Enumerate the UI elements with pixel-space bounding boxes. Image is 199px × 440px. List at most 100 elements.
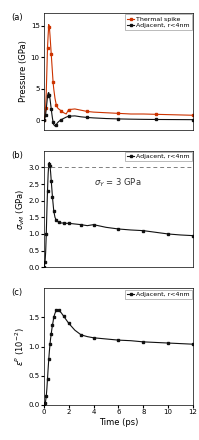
Adjacent, r<4nm — [56, 307, 59, 312]
Adjacent, r<4nm — [58, 308, 60, 313]
Adjacent, r<4nm — [142, 339, 144, 345]
Adjacent, r<4nm — [142, 228, 144, 233]
Adjacent, r<4nm — [51, 111, 53, 117]
Thermal spike — [179, 112, 182, 117]
Thermal spike — [51, 61, 53, 66]
Adjacent, r<4nm — [130, 338, 132, 343]
Adjacent, r<4nm — [51, 187, 53, 192]
Legend: Thermal spike, Adjacent, r<4nm: Thermal spike, Adjacent, r<4nm — [125, 15, 192, 30]
Adjacent, r<4nm — [51, 195, 54, 200]
Thermal spike — [46, 45, 49, 51]
Adjacent, r<4nm — [51, 326, 53, 332]
Thermal spike — [56, 105, 59, 110]
Line: Adjacent, r<4nm: Adjacent, r<4nm — [42, 308, 194, 406]
Adjacent, r<4nm — [53, 208, 55, 213]
Thermal spike — [54, 95, 56, 101]
Adjacent, r<4nm — [50, 106, 53, 112]
Text: $\sigma_Y$ = 3 GPa: $\sigma_Y$ = 3 GPa — [94, 177, 141, 189]
Adjacent, r<4nm — [44, 112, 47, 117]
Thermal spike — [154, 112, 157, 117]
Adjacent, r<4nm — [52, 319, 54, 324]
Thermal spike — [43, 116, 46, 121]
Adjacent, r<4nm — [80, 222, 82, 227]
Thermal spike — [53, 86, 55, 92]
Adjacent, r<4nm — [46, 208, 48, 213]
Adjacent, r<4nm — [44, 115, 46, 121]
Adjacent, r<4nm — [192, 233, 194, 238]
Y-axis label: Pressure (GPa): Pressure (GPa) — [19, 40, 28, 103]
Adjacent, r<4nm — [67, 221, 70, 226]
Adjacent, r<4nm — [58, 220, 60, 225]
Adjacent, r<4nm — [60, 117, 62, 122]
Thermal spike — [47, 33, 49, 38]
Adjacent, r<4nm — [92, 115, 95, 121]
Thermal spike — [55, 102, 58, 107]
Adjacent, r<4nm — [43, 117, 45, 123]
Adjacent, r<4nm — [54, 311, 56, 316]
Adjacent, r<4nm — [48, 357, 50, 362]
Thermal spike — [60, 108, 62, 114]
Thermal spike — [58, 106, 60, 112]
Adjacent, r<4nm — [117, 337, 120, 343]
Adjacent, r<4nm — [46, 188, 49, 193]
Thermal spike — [62, 110, 65, 115]
Adjacent, r<4nm — [43, 263, 46, 268]
Thermal spike — [142, 111, 144, 117]
Adjacent, r<4nm — [154, 117, 157, 122]
Adjacent, r<4nm — [43, 117, 46, 122]
Thermal spike — [167, 112, 169, 117]
Adjacent, r<4nm — [44, 249, 47, 255]
Thermal spike — [48, 22, 50, 27]
Adjacent, r<4nm — [154, 230, 157, 235]
Adjacent, r<4nm — [53, 122, 55, 127]
Adjacent, r<4nm — [49, 170, 52, 175]
Adjacent, r<4nm — [74, 327, 76, 333]
Adjacent, r<4nm — [167, 231, 169, 237]
Thermal spike — [45, 89, 47, 95]
Adjacent, r<4nm — [44, 260, 46, 265]
Y-axis label: $\sigma_{vM}$ (GPa): $\sigma_{vM}$ (GPa) — [15, 188, 27, 230]
Adjacent, r<4nm — [45, 393, 47, 399]
Adjacent, r<4nm — [67, 321, 70, 326]
Adjacent, r<4nm — [49, 336, 52, 341]
Adjacent, r<4nm — [51, 116, 54, 121]
Adjacent, r<4nm — [52, 202, 54, 207]
Thermal spike — [52, 80, 54, 85]
Adjacent, r<4nm — [53, 315, 55, 320]
Adjacent, r<4nm — [62, 116, 65, 121]
Adjacent, r<4nm — [54, 215, 56, 220]
Thermal spike — [130, 111, 132, 117]
Adjacent, r<4nm — [47, 366, 49, 371]
Adjacent, r<4nm — [130, 227, 132, 233]
Adjacent, r<4nm — [92, 222, 95, 227]
Adjacent, r<4nm — [46, 376, 49, 381]
Adjacent, r<4nm — [86, 223, 89, 228]
Thermal spike — [105, 110, 107, 115]
Thermal spike — [44, 105, 47, 110]
Adjacent, r<4nm — [62, 314, 65, 319]
Adjacent, r<4nm — [65, 114, 67, 120]
Adjacent, r<4nm — [58, 119, 60, 124]
Text: (b): (b) — [11, 151, 23, 160]
Adjacent, r<4nm — [117, 226, 120, 231]
Adjacent, r<4nm — [46, 94, 49, 99]
Adjacent, r<4nm — [44, 398, 47, 403]
Adjacent, r<4nm — [49, 163, 51, 169]
Adjacent, r<4nm — [56, 120, 59, 125]
Thermal spike — [49, 42, 52, 48]
Thermal spike — [50, 51, 53, 57]
Line: Thermal spike: Thermal spike — [42, 23, 194, 122]
Adjacent, r<4nm — [130, 117, 132, 122]
Adjacent, r<4nm — [86, 115, 89, 120]
Adjacent, r<4nm — [48, 161, 50, 167]
Adjacent, r<4nm — [49, 96, 51, 102]
Adjacent, r<4nm — [65, 221, 67, 226]
Thermal spike — [92, 110, 95, 115]
Adjacent, r<4nm — [49, 341, 51, 347]
Y-axis label: $\varepsilon^P$ ($10^{-2}$): $\varepsilon^P$ ($10^{-2}$) — [14, 327, 27, 366]
Adjacent, r<4nm — [192, 341, 194, 347]
Adjacent, r<4nm — [80, 114, 82, 120]
Thermal spike — [51, 70, 54, 76]
Line: Adjacent, r<4nm: Adjacent, r<4nm — [42, 91, 194, 127]
Thermal spike — [65, 111, 67, 117]
